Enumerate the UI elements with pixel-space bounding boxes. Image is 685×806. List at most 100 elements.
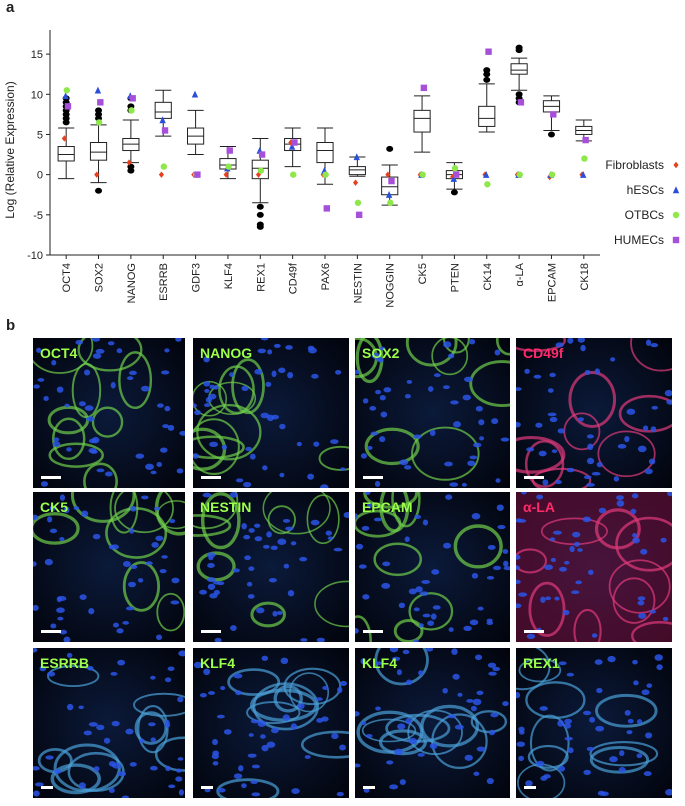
structure <box>48 442 104 468</box>
scale-bar <box>363 630 383 633</box>
nucleus <box>282 714 290 721</box>
structure <box>33 512 80 545</box>
nucleus <box>586 434 594 439</box>
nucleus <box>575 580 582 585</box>
nucleus <box>479 436 485 441</box>
marker <box>517 99 525 106</box>
marker <box>385 171 391 178</box>
scale-bar <box>41 630 61 633</box>
nucleus <box>589 716 596 723</box>
nucleus <box>607 655 616 663</box>
nucleus <box>271 727 279 734</box>
structure <box>314 580 349 628</box>
nucleus <box>518 592 528 597</box>
marker <box>322 171 329 178</box>
nucleus <box>637 596 646 601</box>
nucleus <box>526 633 536 640</box>
tile-label: NANOG <box>200 345 252 361</box>
nucleus <box>383 387 392 393</box>
nucleus <box>59 536 65 542</box>
tile-label: OCT4 <box>40 345 78 361</box>
nucleus <box>66 703 74 711</box>
nucleus <box>502 701 509 707</box>
nucleus <box>433 373 441 378</box>
nucleus <box>273 343 281 348</box>
nucleus <box>279 472 285 478</box>
nucleus <box>632 537 641 544</box>
micrograph <box>193 648 349 798</box>
structure <box>118 351 153 410</box>
nucleus <box>280 657 289 665</box>
nucleus <box>569 545 575 553</box>
micrograph <box>33 648 185 798</box>
structure <box>431 713 488 770</box>
nucleus <box>56 596 62 603</box>
nucleus <box>336 791 344 797</box>
nucleus <box>151 542 159 548</box>
nucleus <box>419 591 429 596</box>
nucleus <box>232 568 240 573</box>
nucleus <box>47 671 56 677</box>
nucleus <box>84 405 94 411</box>
nucleus <box>550 557 557 563</box>
nucleus <box>250 719 259 724</box>
nucleus <box>462 394 472 401</box>
nucleus <box>617 444 627 449</box>
nucleus <box>50 623 57 629</box>
nucleus <box>194 409 201 416</box>
nucleus <box>582 710 592 716</box>
nucleus <box>518 755 525 762</box>
nucleus <box>544 564 553 570</box>
nucleus <box>92 353 102 359</box>
nucleus <box>577 548 583 552</box>
nucleus <box>205 396 213 403</box>
marker <box>582 136 589 144</box>
nucleus <box>177 696 184 703</box>
nucleus <box>521 492 527 495</box>
legend-label: HUMECs <box>614 233 664 247</box>
nucleus <box>549 416 558 423</box>
nucleus <box>562 609 570 616</box>
nucleus <box>405 718 412 725</box>
nucleus <box>564 722 572 729</box>
nucleus <box>363 787 370 793</box>
nucleus <box>125 728 134 735</box>
nucleus <box>159 569 167 574</box>
marker <box>385 191 393 198</box>
nucleus <box>96 468 105 473</box>
nucleus <box>355 711 360 717</box>
nucleus <box>299 556 308 562</box>
structure <box>77 338 143 372</box>
nucleus <box>267 349 273 355</box>
nucleus <box>558 765 566 772</box>
nucleus <box>633 680 639 686</box>
nucleus <box>167 666 175 671</box>
nucleus <box>495 478 501 483</box>
micrograph <box>193 492 349 642</box>
nucleus <box>660 537 667 543</box>
nucleus <box>212 738 219 746</box>
marker <box>95 119 103 126</box>
structure <box>453 524 503 569</box>
nucleus <box>399 459 409 466</box>
box <box>510 63 528 75</box>
nucleus <box>578 417 585 422</box>
scale-bar <box>201 476 221 479</box>
nucleus <box>261 744 269 752</box>
nucleus <box>472 698 482 706</box>
nucleus <box>291 788 300 794</box>
nucleus <box>369 406 377 411</box>
nucleus <box>139 738 145 743</box>
nucleus <box>150 737 156 743</box>
marker <box>451 165 459 172</box>
nucleus <box>154 506 161 511</box>
nucleus <box>96 724 105 731</box>
structure <box>33 338 94 374</box>
nucleus <box>145 561 153 566</box>
structure <box>431 338 469 376</box>
nucleus <box>443 341 452 348</box>
marker <box>288 142 296 150</box>
structure <box>70 492 136 523</box>
legend-label: hESCs <box>627 183 664 197</box>
nucleus <box>662 616 669 622</box>
